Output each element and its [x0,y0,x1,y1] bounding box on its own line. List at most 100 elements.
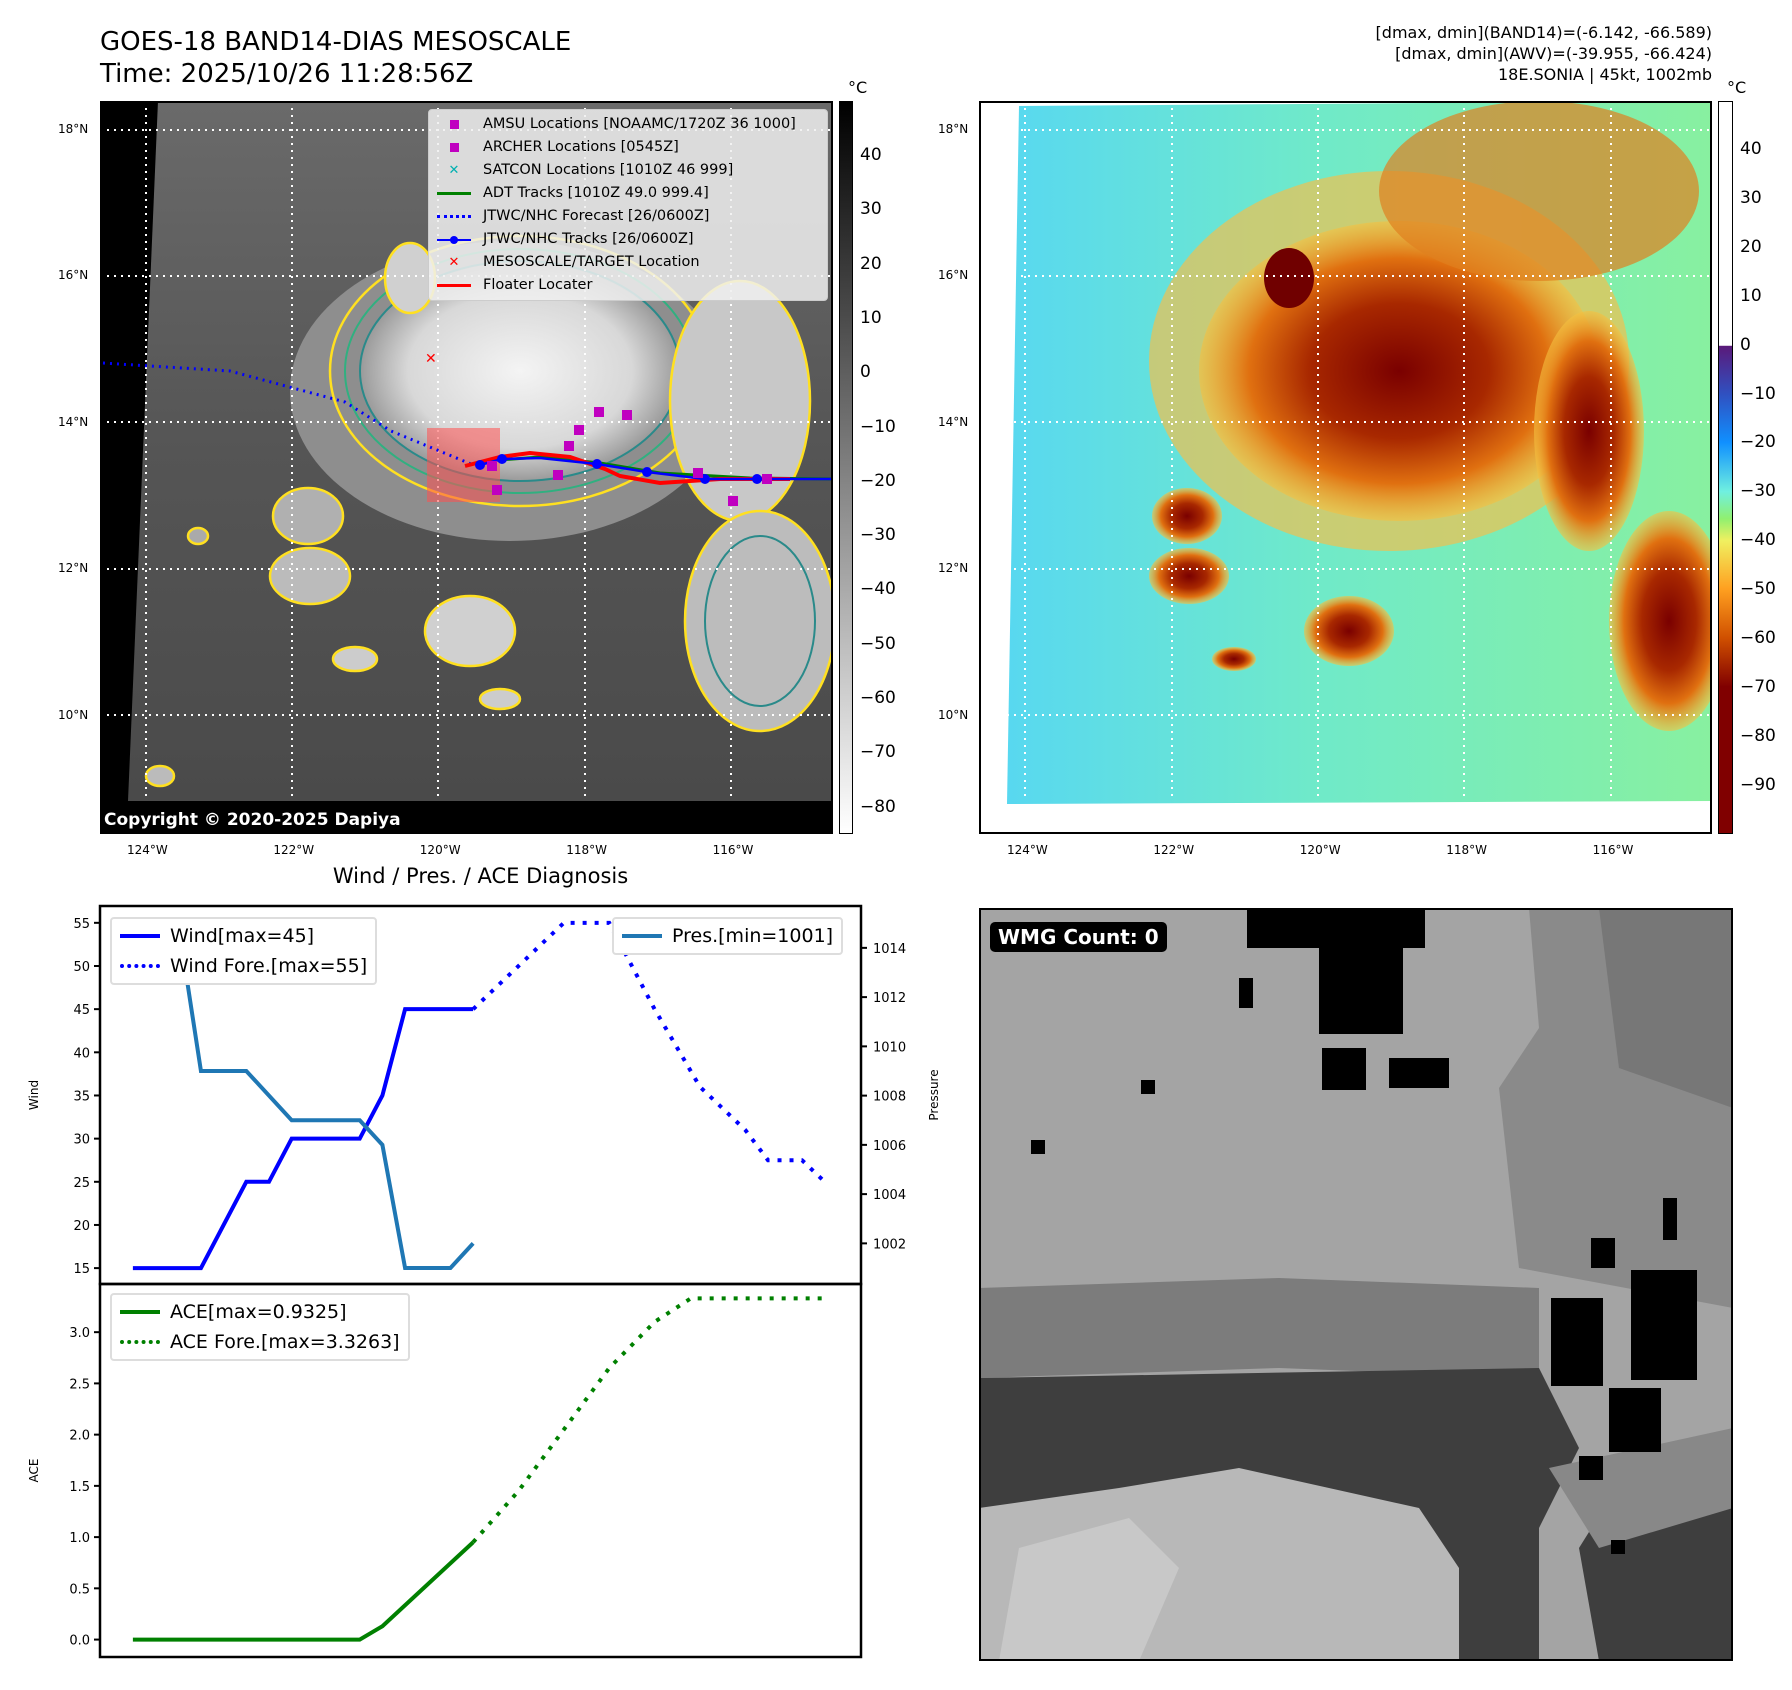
ir-map-frame [100,101,833,834]
y-tick-label: 0.5 [69,1582,90,1597]
y-tick-label: 50 [73,960,90,975]
colorbar-tick: 30 [860,199,882,220]
wmg-frame [979,908,1733,1661]
dotted-line-icon [120,1340,160,1344]
jtwc-forecast-track [102,361,472,466]
colorbar-tick: 0 [1740,334,1751,355]
legend-tracks: JTWC/NHC Tracks [26/0600Z] [435,228,819,251]
colorbar-tick: −80 [1740,725,1776,746]
colorbar-tick: −90 [1740,774,1776,795]
jtwc-track [479,456,833,481]
colorbar-gray [839,101,853,834]
solid-line-icon [435,280,473,292]
lon-label: 116°W [1592,843,1634,857]
series-line-wind-fore--max---- [471,920,827,1184]
y-tick-label: 45 [73,1003,90,1018]
wmg-black-patches [1031,908,1697,1554]
title-time: Time: 2025/10/26 11:28:56Z [100,59,474,89]
solid-line-icon [120,1310,160,1314]
y-tick-label: 30 [73,1133,90,1148]
lon-label: 124°W [127,843,168,857]
y-right-tick-label: 1006 [873,1139,906,1154]
line-dot-icon [435,234,473,246]
colorbar-tick: −60 [1740,628,1776,648]
lon-label: 120°W [419,843,461,857]
lon-label: 116°W [712,843,754,857]
y-right-tick-label: 1004 [873,1188,906,1203]
lat-label: 12°N [938,561,969,576]
y-tick-label: 55 [73,917,90,932]
y-tick-label: 15 [73,1262,90,1277]
y-right-tick-label: 1002 [873,1237,906,1252]
y-axis-label: Wind [27,1080,41,1110]
series-line-ace-fore--max-------- [471,1296,825,1544]
solid-line-icon [622,934,662,938]
chart-frame [98,1282,863,1659]
colorbar-tick: −70 [860,742,896,763]
awv-color-map [979,101,1712,834]
colorbar-tick: −40 [1740,530,1776,551]
lat-label: 14°N [58,414,89,429]
y-axis-label: ACE [27,1459,41,1483]
lon-label: 122°W [273,843,315,857]
square-marker-icon [435,119,473,131]
colorbar-tick: −40 [860,579,896,600]
lon-label: 118°W [1446,843,1487,857]
solid-line-icon [120,934,160,938]
legend-satcon: ✕ SATCON Locations [1010Z 46 999] [435,159,819,182]
legend-floater: Floater Locater [435,274,819,297]
amsu-archer-markers [487,407,772,506]
y-right-tick-label: 1008 [873,1090,906,1105]
title-product: GOES-18 BAND14-DIAS MESOSCALE [100,27,572,57]
lat-label: 16°N [938,268,969,283]
pressure-legend: Pres.[min=1001] [612,917,844,955]
lon-label: 118°W [566,843,607,857]
colorbar-tick: 30 [1740,187,1762,208]
dotted-line-icon [120,964,160,968]
gridlines [979,101,1712,801]
y-tick-label: 2.5 [69,1377,90,1392]
wmg-panel [979,908,1733,1661]
y-right-axis-label: Pressure [927,1069,941,1120]
chart-title: Wind / Pres. / ACE Diagnosis [332,864,629,888]
colorbar-tick: −20 [860,470,896,491]
lat-label: 18°N [58,122,89,136]
lon-label: 120°W [1299,843,1341,857]
storm-summary: 18E.SONIA | 45kt, 1002mb [1497,65,1712,84]
figure-title: GOES-18 BAND14-DIAS MESOSCALE Time: 2025… [100,26,571,90]
y-tick-label: 2.0 [69,1429,90,1444]
wind-legend: Wind[max=45] Wind Fore.[max=55] [110,917,378,985]
x-marker-icon: ✕ [448,163,460,178]
series-line-wind-max---- [132,1007,474,1271]
colorbar-tick: 10 [860,307,882,328]
y-tick-label: 40 [73,1046,90,1061]
band14-range: [dmax, dmin](BAND14)=(-6.142, -66.589) [1375,23,1712,42]
lat-label: 10°N [58,707,89,722]
colorbar-tick: −10 [1740,383,1776,404]
legend-archer: ARCHER Locations [0545Z] [435,136,819,159]
lat-label: 10°N [938,707,969,722]
lat-label: 14°N [938,414,969,429]
lon-label: 124°W [1007,843,1048,857]
colorbar-tick: 20 [860,253,882,274]
target-x-icon: ✕ [425,351,437,367]
ace-legend: ACE[max=0.9325] ACE Fore.[max=3.3263] [110,1293,410,1361]
floater-track [464,450,790,486]
colorbar-tick: 40 [860,145,882,165]
series-line-pres--min------ [132,921,475,1270]
y-tick-label: 1.5 [69,1480,90,1495]
colorbar-tick: −80 [860,796,896,817]
legend-adt: ADT Tracks [1010Z 49.0 999.4] [435,182,819,205]
legend-target: ✕ MESOSCALE/TARGET Location [435,251,819,274]
colorbar-unit: °C [1727,78,1747,97]
legend-forecast: JTWC/NHC Forecast [26/0600Z] [435,205,819,228]
y-right-tick-label: 1010 [873,1040,906,1055]
diagnosis-chart: 15 20 25 30 35 40 45 50 55 1002 1004 1006 1008 1010 10… [27,904,941,1659]
y-tick-label: 20 [73,1219,90,1234]
copyright: Copyright © 2020-2025 Dapiya [104,810,401,830]
colorbar-tick: −20 [1740,432,1776,453]
lat-label: 18°N [938,122,969,136]
wmg-count-label: WMG Count: 0 [990,922,1167,952]
colorbar-tick: 0 [860,362,871,383]
colorbar-unit: °C [848,78,868,97]
